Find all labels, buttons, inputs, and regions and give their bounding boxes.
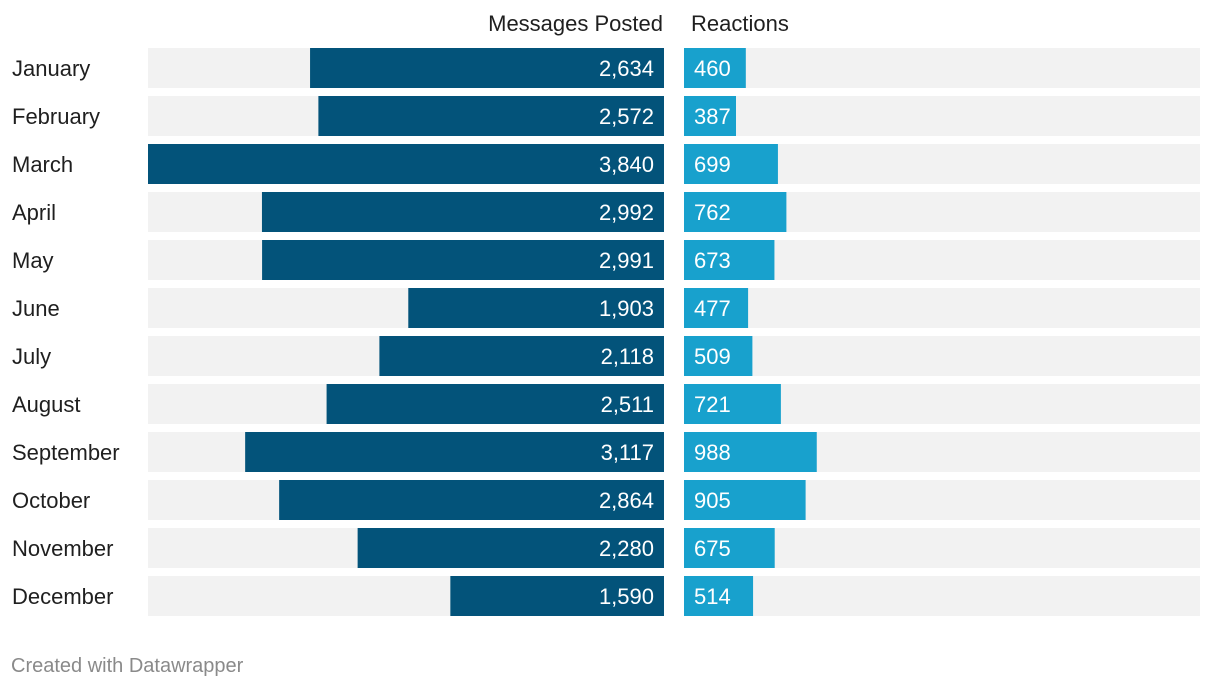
- messages-value-label: 2,280: [599, 536, 654, 561]
- category-label: June: [12, 296, 60, 321]
- chart-row: June 1,903 477: [12, 288, 1200, 328]
- messages-bar: [262, 240, 664, 280]
- category-label: October: [12, 488, 90, 513]
- category-label: November: [12, 536, 113, 561]
- category-label: January: [12, 56, 90, 81]
- messages-value-label: 2,992: [599, 200, 654, 225]
- reactions-value-label: 988: [694, 440, 731, 465]
- column-headers: Messages Posted Reactions: [488, 11, 789, 36]
- chart-row: December 1,590 514: [12, 576, 1200, 616]
- category-label: July: [12, 344, 51, 369]
- messages-value-label: 2,991: [599, 248, 654, 273]
- footer-credit: Created with Datawrapper: [11, 655, 244, 677]
- reactions-bar: [684, 432, 817, 472]
- reactions-bar-background: [684, 336, 1200, 376]
- category-label: September: [12, 440, 120, 465]
- reactions-bar: [684, 288, 749, 328]
- reactions-bar: [684, 384, 781, 424]
- reactions-value-label: 477: [694, 296, 731, 321]
- messages-bar: [379, 336, 664, 376]
- category-label: May: [12, 248, 54, 273]
- chart-row: September 3,117 988: [12, 432, 1200, 472]
- reactions-bar-background: [684, 576, 1200, 616]
- messages-bar: [318, 96, 664, 136]
- chart-row: July 2,118 509: [12, 336, 1200, 376]
- reactions-value-label: 460: [694, 56, 731, 81]
- messages-value-label: 2,511: [601, 392, 654, 417]
- category-label: March: [12, 152, 73, 177]
- messages-value-label: 2,118: [601, 344, 654, 369]
- reactions-bar: [684, 48, 746, 88]
- reactions-bar: [684, 240, 775, 280]
- messages-bar: [148, 144, 664, 184]
- messages-value-label: 1,590: [599, 584, 654, 609]
- messages-bar: [450, 576, 664, 616]
- reactions-value-label: 673: [694, 248, 731, 273]
- reactions-bar: [684, 144, 778, 184]
- reactions-bar: [684, 528, 775, 568]
- messages-bar: [357, 528, 664, 568]
- reactions-value-label: 905: [694, 488, 731, 513]
- chart-rows: January 2,634 460 February 2,572 387 March 3,84…: [12, 48, 1200, 616]
- messages-bar: [310, 48, 664, 88]
- messages-value-label: 3,117: [601, 440, 654, 465]
- messages-bar: [261, 192, 664, 232]
- messages-bar: [326, 384, 664, 424]
- category-label: February: [12, 104, 100, 129]
- chart-row: April 2,992 762: [12, 192, 1200, 232]
- reactions-value-label: 762: [694, 200, 731, 225]
- reactions-value-label: 509: [694, 344, 731, 369]
- chart-row: March 3,840 699: [12, 144, 1200, 184]
- messages-bar: [245, 432, 664, 472]
- messages-value-label: 3,840: [599, 152, 654, 177]
- messages-value-label: 2,634: [599, 56, 654, 81]
- messages-value-label: 1,903: [599, 296, 654, 321]
- category-label: December: [12, 584, 113, 609]
- messages-bar: [279, 480, 664, 520]
- messages-bar: [408, 288, 664, 328]
- reactions-value-label: 675: [694, 536, 731, 561]
- reactions-bar-background: [684, 48, 1200, 88]
- category-label: August: [12, 392, 81, 417]
- chart-row: January 2,634 460: [12, 48, 1200, 88]
- reactions-value-label: 699: [694, 152, 731, 177]
- chart-row: August 2,511 721: [12, 384, 1200, 424]
- reactions-bar: [684, 576, 754, 616]
- chart-row: October 2,864 905: [12, 480, 1200, 520]
- chart-row: February 2,572 387: [12, 96, 1200, 136]
- reactions-bar-background: [684, 288, 1200, 328]
- chart-row: May 2,991 673: [12, 240, 1200, 280]
- reactions-value-label: 721: [694, 392, 731, 417]
- reactions-value-label: 514: [694, 584, 731, 609]
- header-messages-posted: Messages Posted: [488, 11, 663, 36]
- reactions-bar-background: [684, 96, 1200, 136]
- messages-value-label: 2,864: [599, 488, 654, 513]
- category-label: April: [12, 200, 56, 225]
- reactions-bar: [684, 336, 753, 376]
- chart-row: November 2,280 675: [12, 528, 1200, 568]
- reactions-bar: [684, 480, 806, 520]
- header-reactions: Reactions: [691, 11, 789, 36]
- reactions-value-label: 387: [694, 104, 731, 129]
- reactions-bar: [684, 96, 737, 136]
- reactions-bar: [684, 192, 787, 232]
- messages-value-label: 2,572: [599, 104, 654, 129]
